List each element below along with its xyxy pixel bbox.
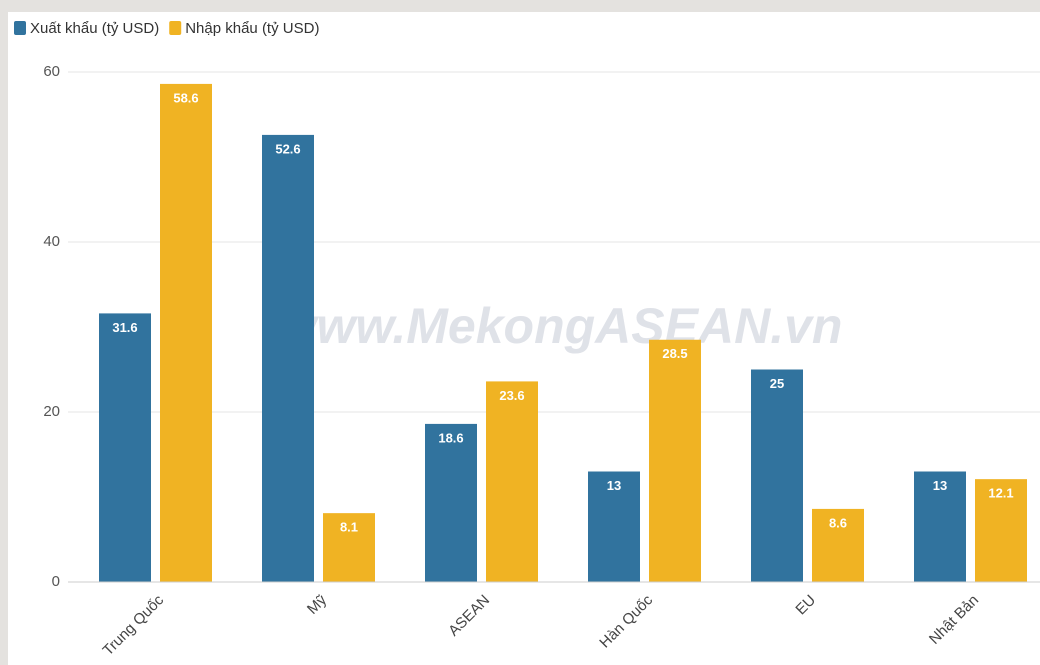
data-label: 28.5 — [662, 346, 687, 361]
legend-label: Xuất khẩu (tỷ USD) — [30, 20, 159, 37]
y-tick-label: 60 — [43, 63, 60, 80]
data-label: 23.6 — [499, 388, 524, 403]
legend-label: Nhập khẩu (tỷ USD) — [185, 20, 319, 37]
bar — [262, 134, 314, 582]
watermark: www.MekongASEAN.vn — [278, 298, 843, 354]
bar — [588, 471, 640, 582]
data-label: 58.6 — [173, 90, 198, 105]
bar — [975, 479, 1027, 582]
data-label: 12.1 — [988, 486, 1013, 501]
data-label: 8.1 — [340, 520, 358, 535]
data-label: 18.6 — [438, 430, 463, 445]
bar — [425, 423, 477, 582]
data-label: 25 — [770, 376, 784, 391]
y-tick-label: 40 — [43, 233, 60, 250]
bar — [914, 471, 966, 582]
data-label: 52.6 — [275, 141, 300, 156]
y-tick-label: 20 — [43, 403, 60, 420]
bar — [649, 339, 701, 582]
bar — [160, 83, 212, 583]
bar — [99, 313, 151, 582]
data-label: 13 — [933, 478, 947, 493]
bar — [486, 381, 538, 582]
bar — [323, 513, 375, 582]
legend-swatch — [169, 21, 182, 35]
data-label: 8.6 — [829, 515, 847, 530]
data-label: 13 — [607, 478, 621, 493]
bar — [751, 369, 803, 582]
legend-swatch — [14, 21, 26, 35]
bar — [812, 508, 864, 582]
y-tick-label: 0 — [52, 573, 60, 590]
data-label: 31.6 — [112, 320, 137, 335]
